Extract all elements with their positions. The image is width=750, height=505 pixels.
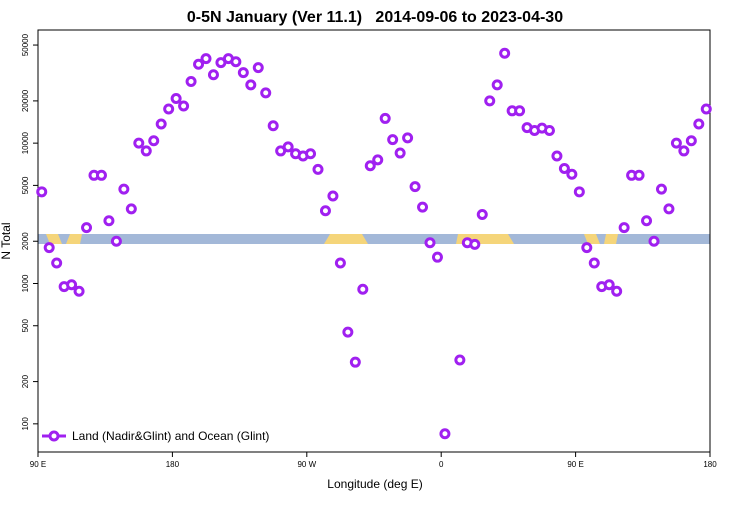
point bbox=[36, 186, 48, 198]
point bbox=[73, 285, 85, 297]
point bbox=[357, 283, 369, 295]
point bbox=[409, 181, 421, 193]
point bbox=[133, 137, 145, 149]
y-tick-label: 2000 bbox=[21, 232, 30, 250]
point bbox=[178, 100, 190, 112]
point bbox=[424, 237, 436, 249]
point bbox=[685, 135, 697, 147]
point bbox=[573, 186, 585, 198]
point bbox=[230, 56, 242, 68]
point bbox=[655, 183, 667, 195]
point bbox=[558, 162, 570, 174]
point bbox=[439, 428, 451, 440]
point bbox=[155, 118, 167, 130]
point bbox=[66, 279, 78, 291]
point bbox=[125, 203, 137, 215]
point bbox=[387, 134, 399, 146]
point bbox=[327, 190, 339, 202]
point bbox=[491, 79, 503, 91]
point bbox=[417, 201, 429, 213]
point bbox=[641, 215, 653, 227]
x-tick-label: 90 E bbox=[30, 460, 46, 469]
point bbox=[394, 147, 406, 159]
point bbox=[454, 354, 466, 366]
x-tick-label: 90 W bbox=[297, 460, 316, 469]
point bbox=[543, 125, 555, 137]
y-tick-label: 200 bbox=[21, 374, 30, 388]
y-tick-label: 100 bbox=[21, 417, 30, 431]
point bbox=[185, 75, 197, 87]
point bbox=[260, 87, 272, 99]
point bbox=[693, 118, 705, 130]
x-tick-label: 0 bbox=[439, 460, 444, 469]
point bbox=[551, 150, 563, 162]
x-tick-label: 90 E bbox=[567, 460, 583, 469]
ocean-band bbox=[38, 234, 710, 244]
y-tick-label: 1000 bbox=[21, 274, 30, 292]
point bbox=[193, 58, 205, 70]
point bbox=[648, 235, 660, 247]
point bbox=[349, 356, 361, 368]
point bbox=[200, 53, 212, 65]
point bbox=[663, 203, 675, 215]
legend: Land (Nadir&Glint) and Ocean (Glint) bbox=[42, 429, 269, 443]
point bbox=[252, 62, 264, 74]
point bbox=[334, 257, 346, 269]
map-band bbox=[38, 234, 710, 244]
point bbox=[372, 154, 384, 166]
point bbox=[312, 163, 324, 175]
point bbox=[245, 79, 257, 91]
point bbox=[103, 215, 115, 227]
point bbox=[581, 242, 593, 254]
point bbox=[678, 145, 690, 157]
x-tick-label: 180 bbox=[166, 460, 180, 469]
point bbox=[476, 209, 488, 221]
x-tick-label: 180 bbox=[703, 460, 717, 469]
point bbox=[566, 168, 578, 180]
point bbox=[342, 326, 354, 338]
point bbox=[402, 132, 414, 144]
point bbox=[305, 148, 317, 160]
chart-title: 0-5N January (Ver 11.1) 2014-09-06 to 20… bbox=[187, 9, 563, 26]
point bbox=[110, 235, 122, 247]
point bbox=[319, 205, 331, 217]
point bbox=[484, 95, 496, 107]
point bbox=[700, 103, 712, 115]
point bbox=[499, 47, 511, 59]
point bbox=[469, 238, 481, 250]
point bbox=[43, 242, 55, 254]
point bbox=[588, 257, 600, 269]
point bbox=[163, 103, 175, 115]
point bbox=[267, 120, 279, 132]
point bbox=[237, 67, 249, 79]
point bbox=[514, 105, 526, 117]
point bbox=[140, 145, 152, 157]
point bbox=[611, 285, 623, 297]
legend-label: Land (Nadir&Glint) and Ocean (Glint) bbox=[72, 429, 269, 443]
y-tick-label: 20000 bbox=[21, 89, 30, 112]
y-tick-label: 5000 bbox=[21, 176, 30, 194]
point bbox=[51, 257, 63, 269]
y-axis-label: N Total bbox=[0, 222, 13, 259]
y-tick-label: 500 bbox=[21, 319, 30, 333]
point bbox=[431, 251, 443, 263]
point bbox=[170, 93, 182, 105]
y-tick-label: 50000 bbox=[21, 33, 30, 56]
point bbox=[618, 222, 630, 234]
legend-marker bbox=[48, 430, 60, 442]
point bbox=[633, 169, 645, 181]
point bbox=[118, 183, 130, 195]
point bbox=[95, 169, 107, 181]
point bbox=[364, 160, 376, 172]
point bbox=[379, 112, 391, 124]
x-axis-label: Longitude (deg E) bbox=[327, 477, 422, 491]
point bbox=[603, 279, 615, 291]
point bbox=[81, 222, 93, 234]
y-tick-label: 10000 bbox=[21, 131, 30, 154]
point bbox=[670, 137, 682, 149]
point bbox=[207, 69, 219, 81]
point bbox=[148, 135, 160, 147]
point bbox=[282, 141, 294, 153]
